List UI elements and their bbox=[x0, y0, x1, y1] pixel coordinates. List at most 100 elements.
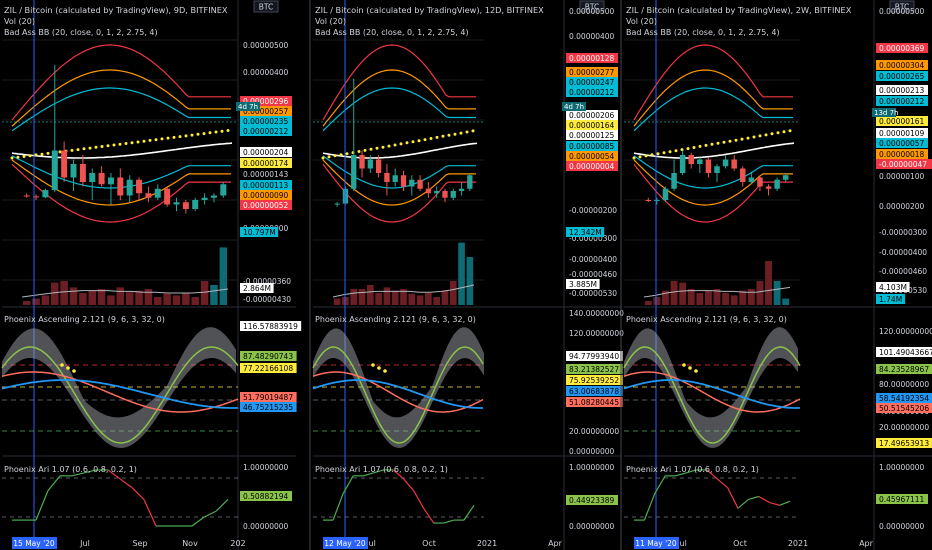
price-tick-label: -0.00000530 bbox=[569, 289, 617, 298]
osc-dot bbox=[383, 369, 387, 373]
ari-line-segment bbox=[131, 487, 145, 500]
countdown-label: 4d 7h bbox=[564, 103, 584, 111]
osc-cloud bbox=[313, 327, 484, 448]
candle-body bbox=[400, 175, 407, 187]
bb-legend: Bad Ass BB (20, close, 0, 1, 2, 2.75, 4) bbox=[626, 28, 780, 37]
ari-line-segment bbox=[143, 499, 157, 527]
price-badge: 1.74M bbox=[879, 295, 902, 304]
osc-tick-label: 20.00000000 bbox=[569, 427, 619, 436]
bb-dot bbox=[112, 143, 116, 147]
osc-badge-bg bbox=[240, 321, 302, 331]
volume-bar bbox=[653, 297, 661, 305]
volume-bar bbox=[97, 289, 106, 305]
chart-title: ZIL / Bitcoin (calculated by TradingView… bbox=[626, 5, 852, 15]
ari-line-segment bbox=[363, 472, 374, 477]
bb-dot bbox=[710, 142, 714, 146]
bb-dot bbox=[88, 146, 92, 150]
candle-body bbox=[757, 177, 763, 187]
time-axis-label: Oct bbox=[733, 539, 747, 548]
countdown-label: 4d 7h bbox=[238, 103, 258, 111]
candle-body bbox=[705, 159, 712, 173]
candle-body bbox=[367, 159, 373, 169]
time-axis-label: Apr bbox=[548, 539, 563, 548]
osc-badge: 83.21382527 bbox=[569, 365, 619, 374]
ari-line-segment bbox=[654, 475, 666, 494]
osc-dot bbox=[72, 369, 76, 373]
bb-dot bbox=[10, 156, 14, 160]
price-badge: 0.00000213 bbox=[879, 86, 925, 95]
ari-badge-bg bbox=[876, 494, 928, 504]
bb-dot bbox=[680, 148, 684, 152]
bb-dot bbox=[411, 140, 415, 144]
price-badge-bg bbox=[240, 180, 292, 190]
price-badge-bg bbox=[240, 190, 292, 200]
bb-upper-band bbox=[633, 44, 793, 121]
chart-title: ZIL / Bitcoin (calculated by TradingView… bbox=[4, 5, 228, 15]
volume-bar bbox=[644, 301, 652, 305]
bb-dot bbox=[28, 154, 32, 158]
ari-line-segment bbox=[373, 469, 384, 474]
price-badge-bg bbox=[876, 128, 928, 138]
candle-body bbox=[126, 179, 133, 196]
osc-cloud bbox=[2, 327, 236, 448]
price-badge: 0.00000128 bbox=[569, 54, 615, 63]
candle-body bbox=[136, 179, 143, 194]
bb-dot bbox=[321, 156, 325, 160]
price-tick-label: 0.00000500 bbox=[569, 7, 615, 16]
bb-lower-band bbox=[633, 155, 793, 189]
price-badge: 3.885M bbox=[569, 280, 597, 289]
volume-bar bbox=[383, 287, 391, 305]
osc-green-line bbox=[623, 346, 801, 444]
time-axis-label: 202 bbox=[230, 539, 245, 548]
osc-tick-label: 120.00000000 bbox=[569, 329, 624, 338]
bb-dot bbox=[363, 148, 367, 152]
osc-badge-bg bbox=[876, 364, 932, 374]
osc-badge-bg bbox=[240, 363, 297, 373]
candle-body bbox=[442, 191, 448, 198]
price-badge-bg bbox=[876, 149, 928, 159]
bb-dot bbox=[686, 147, 690, 151]
candle-body bbox=[334, 203, 340, 205]
currency-label: BTC bbox=[585, 3, 600, 12]
volume-bar bbox=[79, 293, 87, 305]
bb-dot bbox=[393, 143, 397, 147]
price-tick-label: 0.00000200 bbox=[879, 202, 925, 211]
candle-body bbox=[662, 188, 669, 200]
volume-bar bbox=[191, 297, 199, 305]
bb-dot bbox=[405, 141, 409, 145]
price-badge-bg bbox=[566, 130, 618, 140]
price-badge: 0.00000206 bbox=[569, 111, 615, 120]
candle-body bbox=[154, 188, 161, 198]
price-badge: 0.00000212 bbox=[879, 97, 925, 106]
bb-dot bbox=[399, 142, 403, 146]
candle-body bbox=[107, 177, 114, 185]
ari-line-segment bbox=[203, 510, 217, 518]
volume-bar bbox=[458, 242, 465, 305]
bb-dot bbox=[381, 145, 385, 149]
volume-bar bbox=[449, 281, 457, 305]
bb-dot bbox=[746, 136, 750, 140]
bb-dot bbox=[716, 141, 720, 145]
candle-body bbox=[89, 173, 96, 182]
bb-dot bbox=[782, 130, 786, 134]
bb-lower-band bbox=[11, 163, 231, 223]
bb-dot bbox=[46, 151, 50, 155]
bb-dot bbox=[734, 138, 738, 142]
bb-dot bbox=[34, 153, 38, 157]
price-badge: 0.00000212 bbox=[569, 88, 615, 97]
osc-dot bbox=[682, 363, 686, 367]
bb-lower-band bbox=[322, 163, 476, 223]
bb-dot bbox=[722, 140, 726, 144]
bb-dot bbox=[124, 142, 128, 145]
ari-legend: Phoenix Ari 1.07 (0.6, 0.8, 0.2, 1) bbox=[4, 465, 137, 474]
volume-bar bbox=[107, 295, 115, 305]
volume-bar bbox=[375, 293, 382, 305]
bb-dot bbox=[453, 132, 457, 136]
ari-line-segment bbox=[332, 493, 344, 521]
volume-bar bbox=[466, 257, 474, 305]
price-badge-bg bbox=[876, 71, 928, 81]
bb-dot bbox=[327, 155, 331, 159]
bb-dot bbox=[668, 150, 672, 154]
candle-body bbox=[33, 196, 40, 198]
date-badge-label: 15 May '20 bbox=[13, 539, 55, 548]
